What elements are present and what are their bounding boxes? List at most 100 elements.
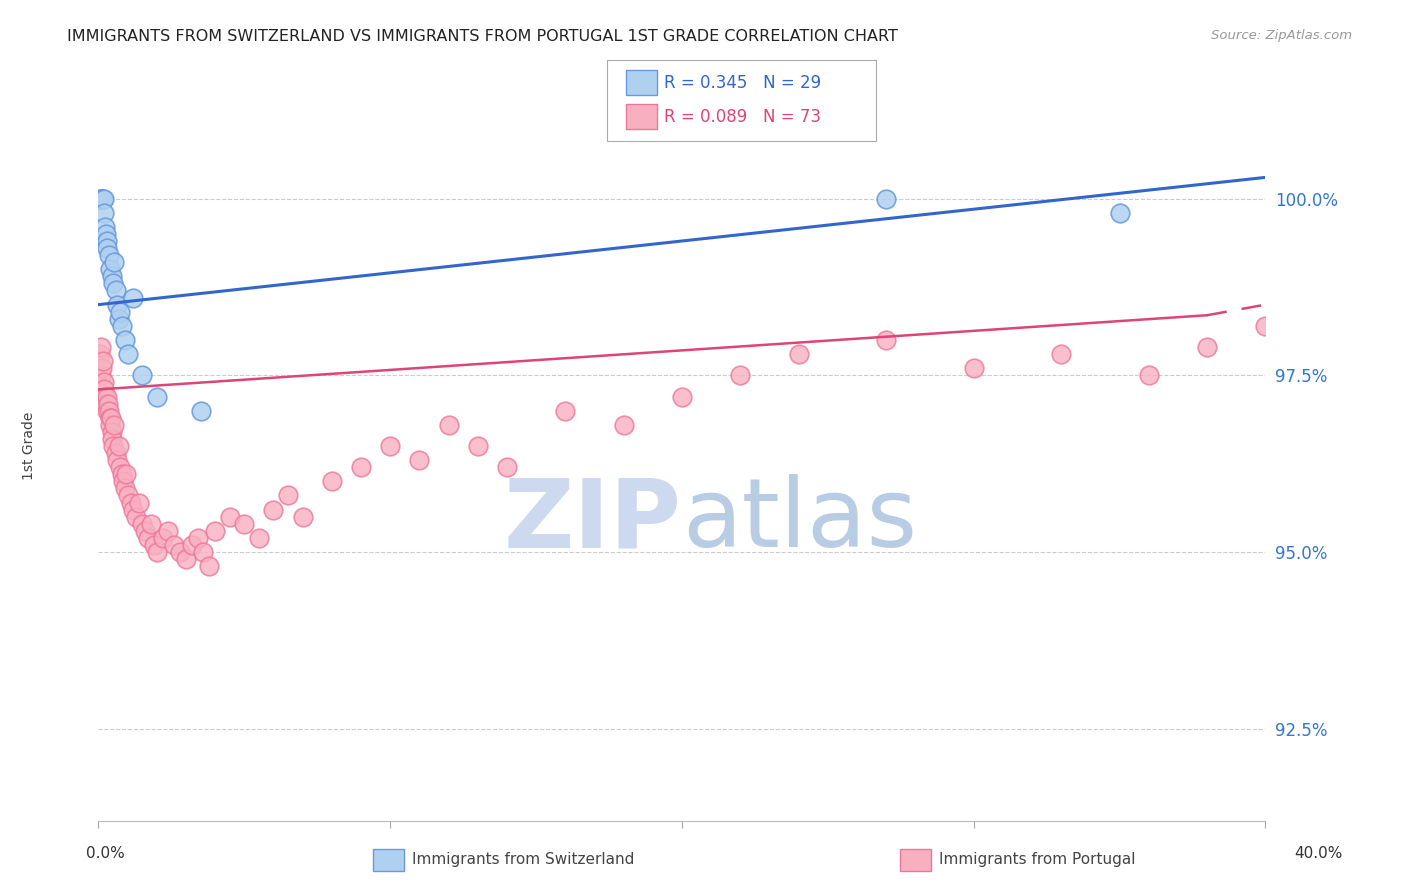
Point bbox=[90, 192, 112, 206]
Point bbox=[97, 248, 120, 262]
Point bbox=[110, 460, 132, 475]
Point bbox=[89, 347, 111, 361]
Point bbox=[291, 509, 314, 524]
Point bbox=[152, 531, 174, 545]
Point bbox=[190, 403, 212, 417]
Point bbox=[104, 284, 127, 298]
Point bbox=[134, 524, 156, 538]
Point bbox=[146, 390, 169, 404]
Point bbox=[93, 383, 115, 397]
Point bbox=[103, 417, 125, 432]
Point bbox=[111, 467, 134, 482]
Y-axis label: 1st Grade: 1st Grade bbox=[22, 412, 37, 480]
Text: Source: ZipAtlas.com: Source: ZipAtlas.com bbox=[1212, 29, 1353, 42]
Point bbox=[93, 205, 115, 219]
Point bbox=[114, 482, 136, 496]
Point bbox=[875, 192, 897, 206]
Point bbox=[169, 545, 191, 559]
Point bbox=[94, 390, 117, 404]
Point bbox=[204, 524, 226, 538]
Point bbox=[233, 516, 256, 531]
Point bbox=[108, 439, 131, 453]
Point bbox=[91, 192, 114, 206]
Point bbox=[96, 390, 118, 404]
Point bbox=[247, 531, 270, 545]
Point bbox=[263, 502, 285, 516]
Point bbox=[104, 446, 127, 460]
Point bbox=[105, 453, 128, 467]
Point bbox=[101, 432, 124, 446]
Point bbox=[98, 262, 121, 277]
Point bbox=[408, 453, 430, 467]
Point bbox=[100, 269, 122, 284]
Point bbox=[193, 545, 215, 559]
Point bbox=[380, 439, 402, 453]
Point bbox=[875, 333, 897, 347]
Point bbox=[90, 368, 112, 383]
Point bbox=[94, 396, 117, 410]
Point bbox=[496, 460, 519, 475]
Point bbox=[131, 516, 153, 531]
Point bbox=[94, 219, 117, 234]
Point bbox=[1137, 368, 1160, 383]
Point bbox=[671, 390, 693, 404]
Point bbox=[100, 425, 122, 439]
Point bbox=[90, 340, 112, 354]
Point bbox=[125, 509, 148, 524]
Point bbox=[1254, 318, 1277, 333]
Point bbox=[117, 347, 139, 361]
Point bbox=[122, 502, 145, 516]
Point bbox=[198, 559, 221, 574]
Point bbox=[350, 460, 373, 475]
Point bbox=[105, 298, 128, 312]
Point bbox=[163, 538, 186, 552]
Text: IMMIGRANTS FROM SWITZERLAND VS IMMIGRANTS FROM PORTUGAL 1ST GRADE CORRELATION CH: IMMIGRANTS FROM SWITZERLAND VS IMMIGRANT… bbox=[67, 29, 898, 44]
Point bbox=[180, 538, 202, 552]
Point bbox=[787, 347, 810, 361]
Point bbox=[97, 396, 120, 410]
Point bbox=[96, 403, 118, 417]
Point bbox=[122, 291, 145, 305]
Point bbox=[1197, 340, 1219, 354]
Text: 0.0%: 0.0% bbox=[86, 847, 125, 861]
Point bbox=[437, 417, 460, 432]
Point bbox=[218, 509, 240, 524]
Point bbox=[131, 368, 153, 383]
Text: R = 0.089   N = 73: R = 0.089 N = 73 bbox=[664, 108, 821, 126]
Point bbox=[90, 192, 112, 206]
Point bbox=[139, 516, 162, 531]
Point bbox=[96, 234, 118, 248]
Point bbox=[112, 475, 135, 489]
Point bbox=[157, 524, 180, 538]
Point bbox=[114, 333, 136, 347]
Point bbox=[146, 545, 169, 559]
Point bbox=[97, 403, 120, 417]
Point bbox=[1108, 205, 1130, 219]
Text: R = 0.345   N = 29: R = 0.345 N = 29 bbox=[664, 74, 821, 92]
Point bbox=[108, 311, 131, 326]
Point bbox=[120, 495, 142, 509]
Point bbox=[128, 495, 150, 509]
Point bbox=[93, 376, 115, 390]
Point bbox=[101, 439, 124, 453]
Point bbox=[98, 417, 121, 432]
Point bbox=[174, 552, 197, 566]
Point bbox=[1050, 347, 1073, 361]
Point bbox=[94, 227, 117, 241]
Point bbox=[730, 368, 752, 383]
Text: Immigrants from Portugal: Immigrants from Portugal bbox=[939, 853, 1136, 867]
Point bbox=[90, 192, 112, 206]
Point bbox=[96, 241, 118, 255]
Point bbox=[962, 361, 984, 376]
Point bbox=[111, 318, 134, 333]
Text: ZIP: ZIP bbox=[503, 475, 682, 567]
Point bbox=[277, 488, 299, 502]
Point bbox=[89, 192, 111, 206]
Point bbox=[93, 192, 115, 206]
Text: Immigrants from Switzerland: Immigrants from Switzerland bbox=[412, 853, 634, 867]
Point bbox=[91, 354, 114, 368]
Point bbox=[98, 410, 121, 425]
Text: atlas: atlas bbox=[682, 475, 917, 567]
Text: 40.0%: 40.0% bbox=[1295, 847, 1343, 861]
Point bbox=[110, 304, 132, 318]
